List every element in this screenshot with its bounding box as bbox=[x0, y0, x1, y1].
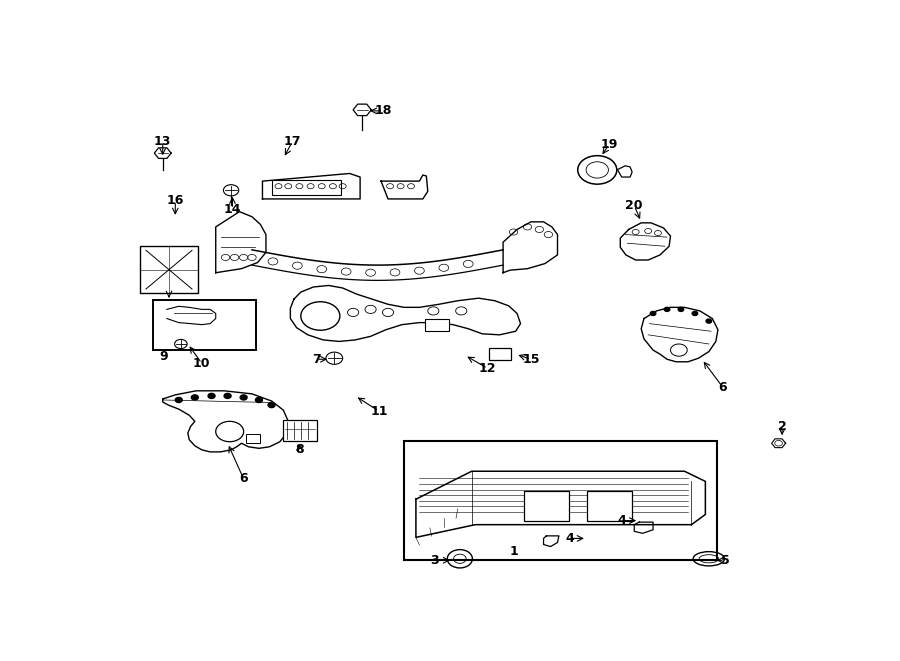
Text: 18: 18 bbox=[374, 104, 392, 118]
Circle shape bbox=[192, 395, 198, 400]
Text: 1: 1 bbox=[509, 545, 518, 558]
Bar bbox=[587, 490, 632, 521]
Text: 14: 14 bbox=[224, 203, 241, 215]
Text: 6: 6 bbox=[718, 381, 727, 394]
Bar bbox=[153, 300, 256, 350]
Circle shape bbox=[692, 311, 698, 315]
Text: 2: 2 bbox=[778, 420, 787, 433]
Circle shape bbox=[664, 307, 670, 311]
Text: 10: 10 bbox=[193, 357, 211, 369]
Circle shape bbox=[208, 393, 215, 399]
Polygon shape bbox=[771, 439, 786, 447]
Text: 7: 7 bbox=[311, 353, 320, 366]
Text: 20: 20 bbox=[626, 199, 643, 212]
Circle shape bbox=[176, 397, 182, 403]
Bar bbox=[404, 441, 716, 561]
Bar bbox=[524, 490, 570, 521]
Circle shape bbox=[240, 395, 248, 400]
Bar bbox=[490, 348, 511, 360]
Bar bbox=[425, 319, 449, 331]
Text: 4: 4 bbox=[617, 514, 626, 527]
Bar bbox=[247, 434, 260, 444]
Text: 3: 3 bbox=[430, 554, 439, 566]
Bar bbox=[272, 180, 341, 196]
Circle shape bbox=[651, 311, 656, 315]
Text: 12: 12 bbox=[479, 362, 497, 375]
Text: 16: 16 bbox=[166, 194, 184, 207]
Text: 4: 4 bbox=[565, 532, 573, 545]
Text: 13: 13 bbox=[154, 135, 171, 148]
Circle shape bbox=[706, 319, 712, 323]
Text: 5: 5 bbox=[721, 554, 729, 566]
Circle shape bbox=[224, 393, 231, 399]
Circle shape bbox=[268, 403, 275, 408]
Circle shape bbox=[256, 397, 263, 403]
Text: 17: 17 bbox=[284, 135, 302, 148]
Bar bbox=[140, 247, 198, 293]
Text: 11: 11 bbox=[370, 405, 388, 418]
Text: 6: 6 bbox=[239, 473, 248, 485]
Text: 9: 9 bbox=[159, 350, 167, 363]
Text: 15: 15 bbox=[522, 353, 540, 366]
Text: 19: 19 bbox=[600, 138, 617, 151]
Circle shape bbox=[679, 307, 684, 311]
Text: 8: 8 bbox=[295, 444, 303, 456]
Bar bbox=[284, 420, 317, 441]
Polygon shape bbox=[166, 306, 216, 325]
